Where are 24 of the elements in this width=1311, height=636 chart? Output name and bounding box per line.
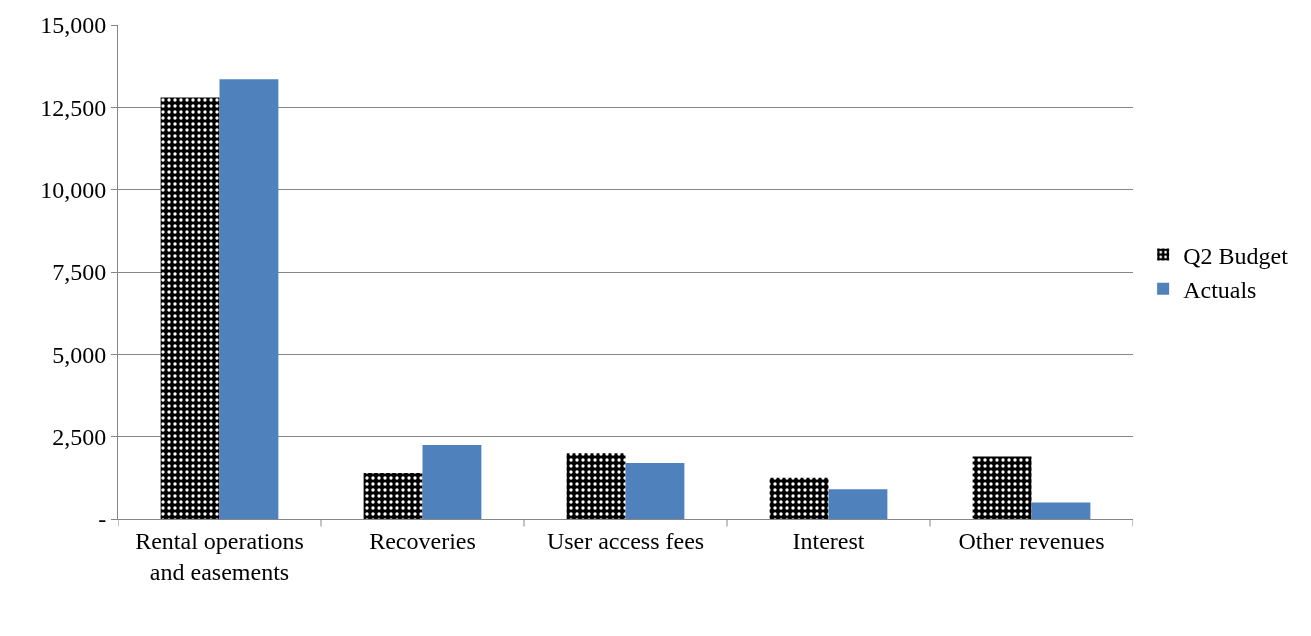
bar: [160, 97, 220, 519]
bar: [219, 79, 279, 519]
bar: [828, 489, 888, 519]
y-tick-label: 15,000: [40, 12, 107, 39]
y-tick-label: 12,500: [40, 94, 107, 121]
bar: [363, 472, 423, 519]
x-tick-label: Interest: [792, 527, 865, 554]
bar: [566, 453, 626, 519]
y-tick-label: 2,500: [52, 424, 107, 451]
x-tick-label: Other revenues: [958, 527, 1105, 554]
bar: [422, 444, 482, 519]
bar: [769, 477, 829, 519]
bar: [625, 463, 685, 519]
x-tick-label: Recoveries: [369, 527, 476, 554]
y-tick-label: -: [98, 506, 107, 533]
y-tick-label: 10,000: [40, 177, 107, 204]
x-tick-label: User access fees: [546, 527, 705, 554]
x-tick-label: Rental operations and easements: [135, 527, 304, 585]
bar: [1031, 502, 1091, 519]
bar: [972, 456, 1032, 519]
y-tick-label: 7,500: [52, 259, 107, 286]
y-tick-label: 5,000: [52, 341, 107, 368]
text: Q2 Budget: [1183, 242, 1289, 269]
legend-label: Actuals: [1183, 277, 1257, 304]
